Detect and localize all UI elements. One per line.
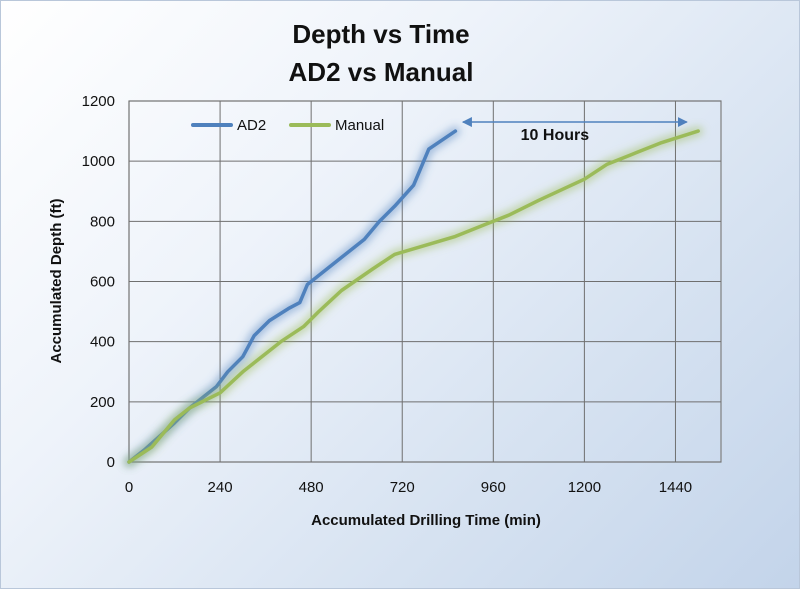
y-tick-label: 400 xyxy=(90,334,115,351)
series-lines xyxy=(124,126,704,467)
x-tick-label: 720 xyxy=(390,479,415,496)
legend-label-manual: Manual xyxy=(335,117,384,134)
y-tick-label: 1000 xyxy=(82,153,115,170)
legend: AD2 Manual xyxy=(191,117,384,134)
y-tick-label: 1200 xyxy=(82,93,115,110)
grid-lines xyxy=(128,100,722,463)
annotation-label: 10 Hours xyxy=(521,127,590,144)
x-axis-title: Accumulated Drilling Time (min) xyxy=(311,512,541,529)
x-tick-label: 0 xyxy=(125,479,133,496)
y-axis-title: Accumulated Depth (ft) xyxy=(48,198,65,363)
x-tick-label: 960 xyxy=(481,479,506,496)
chart-title: Depth vs Time xyxy=(292,19,469,49)
y-tick-label: 200 xyxy=(90,394,115,411)
y-tick-label: 800 xyxy=(90,213,115,230)
chart-subtitle: AD2 vs Manual xyxy=(289,57,474,87)
series-line-manual xyxy=(127,129,700,464)
x-tick-label: 240 xyxy=(208,479,233,496)
tick-labels: 0 200 400 600 800 1000 1200 0 240 480 720 960 1200 14… xyxy=(82,93,693,496)
y-tick-label: 0 xyxy=(107,454,115,471)
x-tick-label: 480 xyxy=(299,479,324,496)
x-tick-label: 1440 xyxy=(659,479,692,496)
x-tick-label: 1200 xyxy=(568,479,601,496)
y-tick-label: 600 xyxy=(90,274,115,291)
annotations: 10 Hours xyxy=(461,117,688,144)
legend-label-ad2: AD2 xyxy=(237,117,266,134)
